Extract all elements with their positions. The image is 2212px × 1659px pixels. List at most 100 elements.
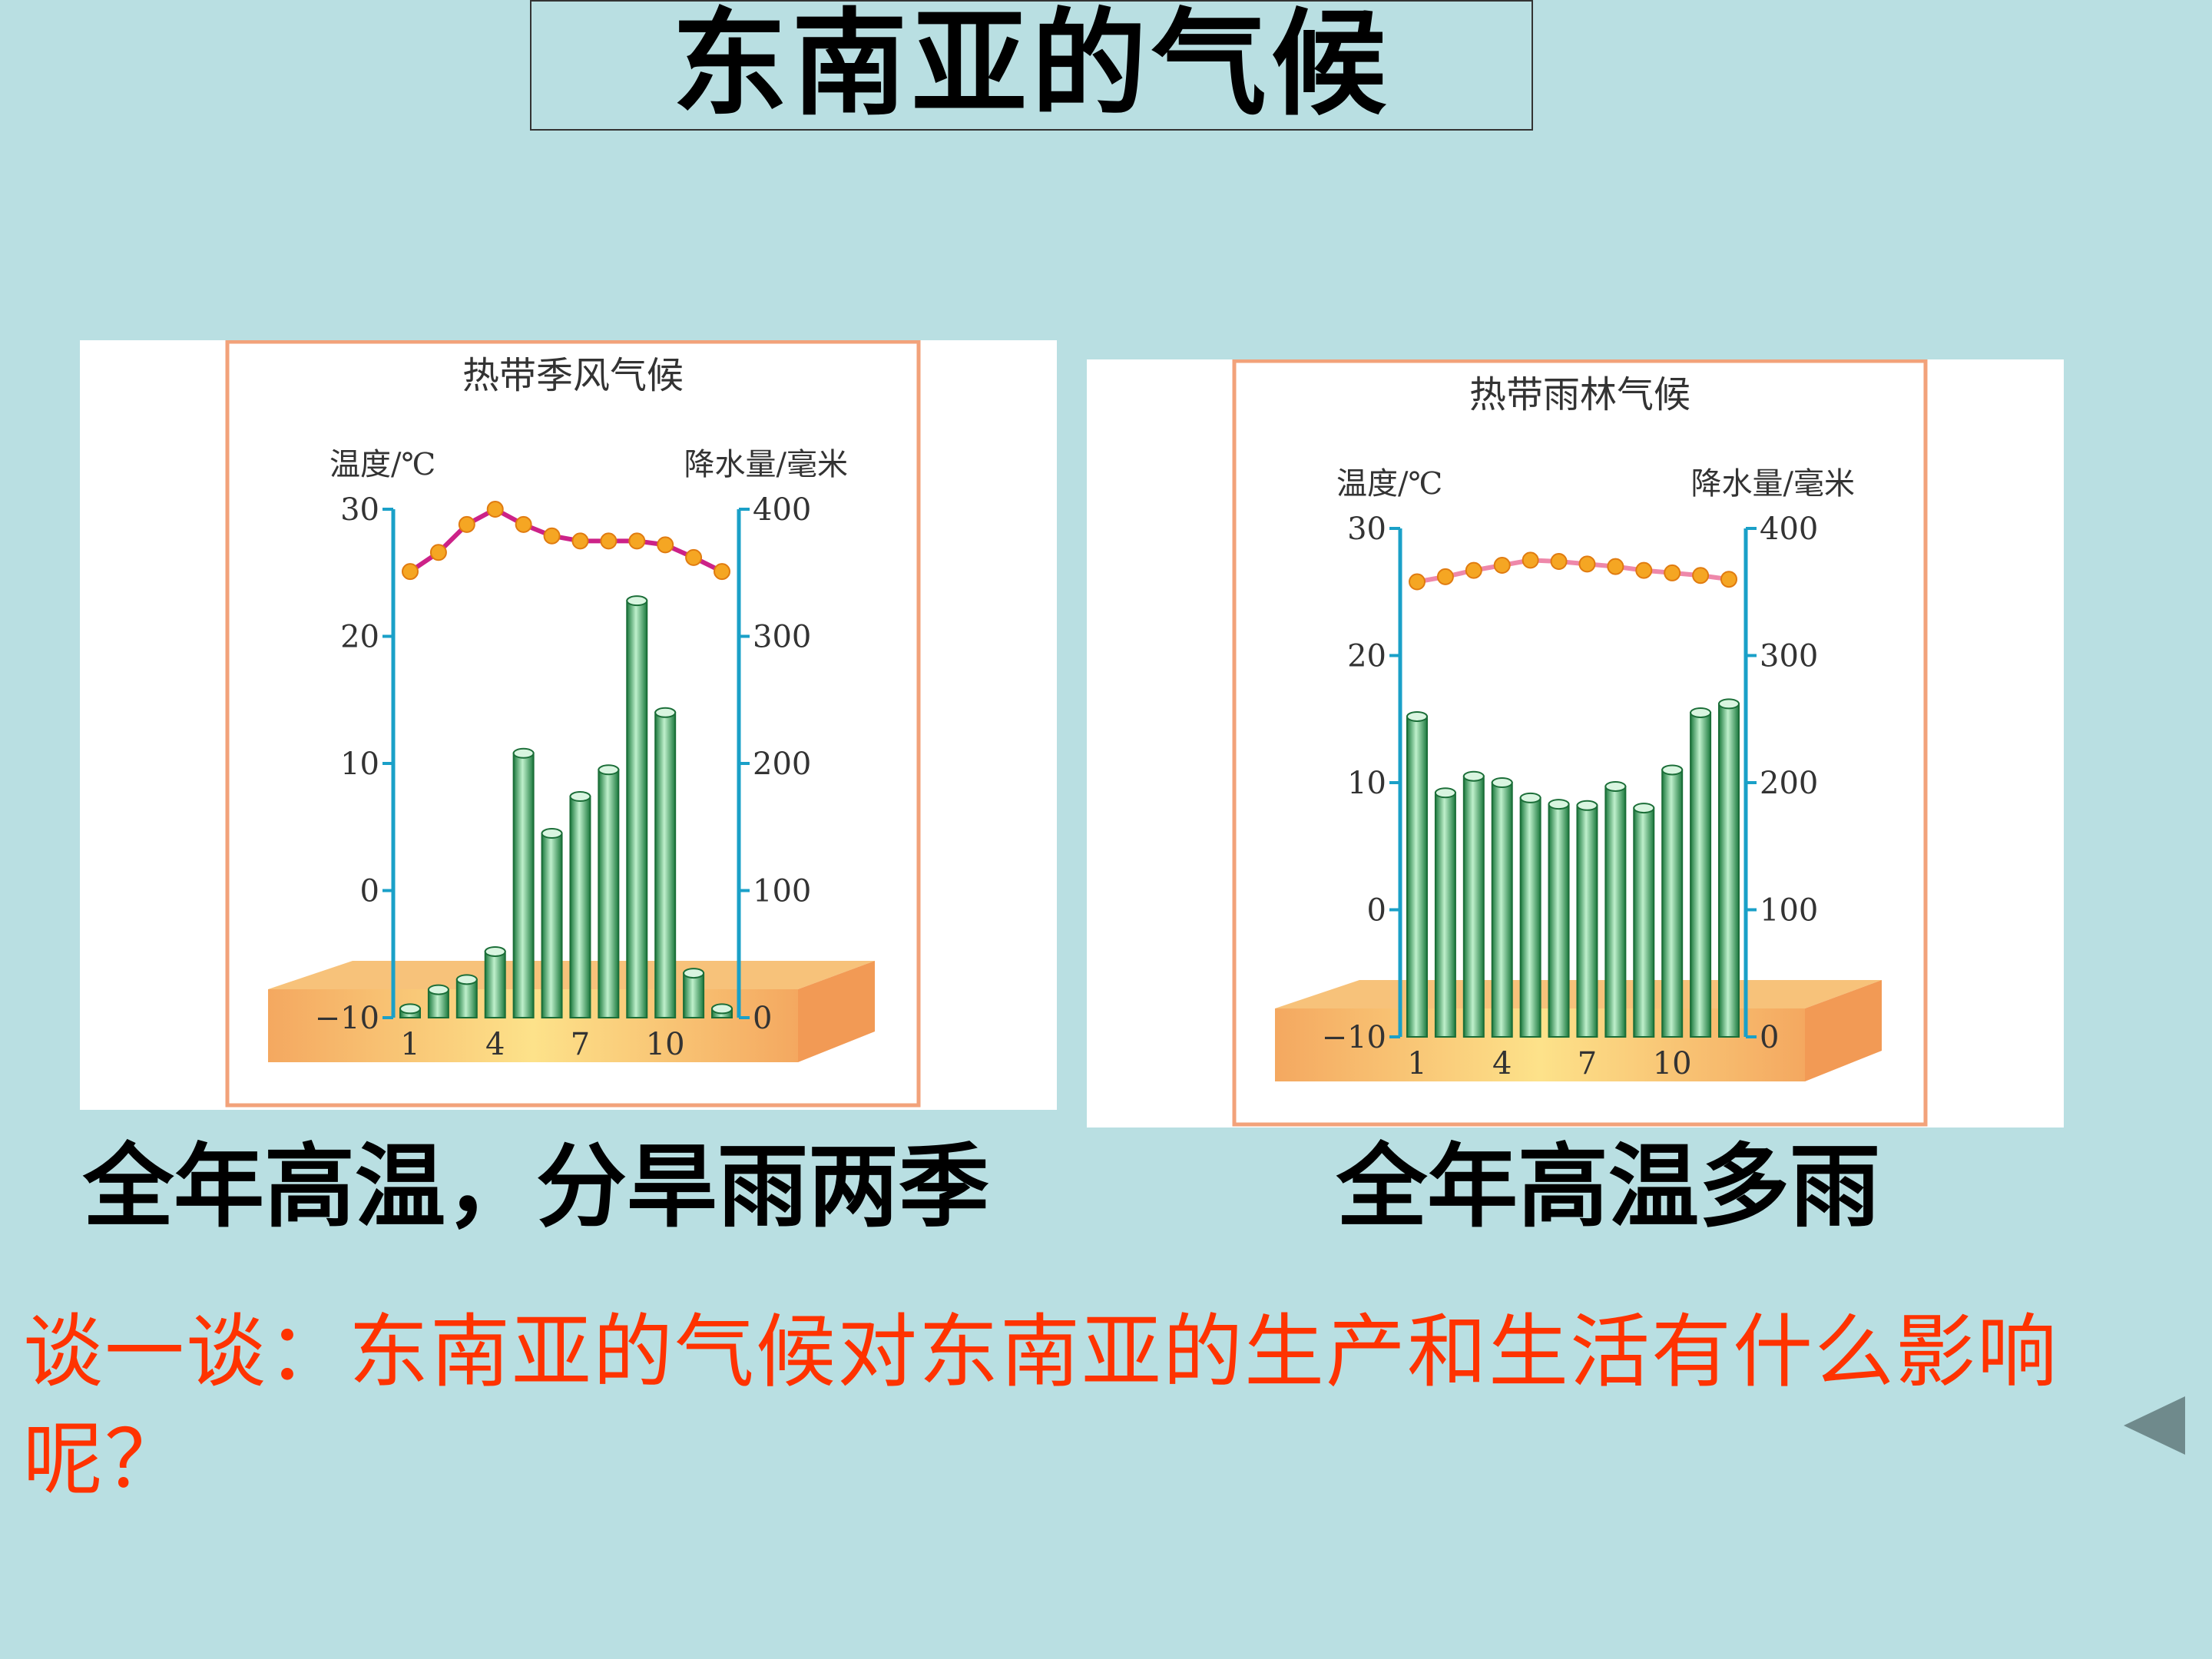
chart-panel-monsoon: 热带季风气候 温度/℃ 降水量/毫米 30 20 10 0 −10 400 300 200 100 0 1… — [80, 340, 1057, 1110]
precipitation-bar — [1690, 711, 1712, 1038]
platform-side — [1805, 980, 1882, 1081]
temperature-tick-label: 30 — [340, 492, 379, 528]
precipitation-bar-cap — [683, 968, 705, 979]
precipitation-bar-cap — [1690, 707, 1712, 718]
precipitation-bar-cap — [1633, 803, 1655, 814]
discussion-question: 谈一谈：东南亚的气候对东南亚的生产和生活有什么影响呢？ — [23, 1305, 2059, 1506]
temperature-tick-label: 0 — [360, 874, 379, 909]
precipitation-tick-label: 300 — [1760, 639, 1818, 674]
precipitation-bar-cap — [399, 1003, 421, 1015]
precipitation-axis-label: 降水量/毫米 — [684, 447, 848, 482]
temperature-point — [458, 515, 475, 533]
platform-side — [798, 961, 875, 1062]
precipitation-bar-cap — [569, 791, 591, 803]
temperature-point — [1578, 555, 1596, 573]
precipitation-bar — [484, 950, 506, 1018]
precipitation-bar-cap — [1718, 698, 1740, 710]
precipitation-bar — [1661, 769, 1684, 1038]
temperature-axis-label: 温度/℃ — [329, 447, 435, 482]
month-tick-label: 4 — [1492, 1046, 1512, 1081]
temperature-tick-label: −10 — [1322, 1020, 1386, 1055]
temperature-tick-label: 10 — [1347, 766, 1386, 801]
precipitation-bar-cap — [455, 974, 478, 985]
precipitation-bar — [683, 972, 705, 1019]
precipitation-bar — [1576, 804, 1598, 1038]
precipitation-bar — [598, 769, 620, 1019]
precipitation-bar — [455, 979, 478, 1018]
chart-panel-rainforest: 热带雨林气候 温度/℃ 降水量/毫米 30 20 10 0 −10 400 300 200 100 0 1… — [1087, 359, 2064, 1128]
temperature-point — [1692, 567, 1710, 584]
title-frame — [530, 0, 1533, 131]
precipitation-bar — [1718, 703, 1740, 1038]
precipitation-bar — [1548, 803, 1570, 1038]
temperature-point — [571, 532, 589, 550]
precipitation-bar — [654, 711, 677, 1018]
temperature-point — [1720, 571, 1737, 588]
precipitation-bar — [1406, 715, 1428, 1038]
temperature-tick-label: 30 — [1347, 512, 1386, 547]
precipitation-bar — [1491, 782, 1513, 1038]
temperature-point — [1664, 564, 1681, 581]
temperature-point — [628, 532, 646, 550]
temperature-point — [714, 563, 730, 581]
temperature-point — [1436, 568, 1454, 585]
temperature-point — [600, 532, 618, 550]
temperature-tick-label: 20 — [1347, 639, 1386, 674]
temperature-point — [515, 515, 532, 533]
precipitation-bar-cap — [512, 747, 535, 759]
precipitation-bar-cap — [1576, 800, 1598, 811]
precipitation-bar-cap — [1406, 710, 1428, 722]
precipitation-bar-cap — [654, 707, 677, 718]
slide-title: 东南亚的气候 — [671, 0, 1391, 131]
precipitation-bar-cap — [1434, 787, 1456, 799]
precipitation-bar-cap — [541, 828, 563, 839]
precipitation-bar — [1434, 792, 1456, 1038]
previous-slide-arrow-icon[interactable] — [2124, 1396, 2185, 1455]
temperature-point — [1522, 551, 1539, 569]
precipitation-bar-cap — [427, 984, 449, 995]
precipitation-tick-label: 100 — [753, 874, 811, 909]
precipitation-bar-cap — [1604, 780, 1627, 792]
precipitation-bar — [569, 796, 591, 1019]
precipitation-bar-cap — [484, 945, 506, 957]
precipitation-bar — [1604, 785, 1627, 1038]
precipitation-bar-cap — [1462, 770, 1485, 782]
temperature-point — [1493, 556, 1511, 574]
precipitation-tick-label: 0 — [1760, 1020, 1779, 1055]
precipitation-bar — [1519, 796, 1541, 1038]
chart-title: 热带雨林气候 — [1469, 373, 1690, 416]
precipitation-tick-label: 400 — [753, 492, 811, 528]
precipitation-bar-cap — [1548, 799, 1570, 810]
month-tick-label: 7 — [1578, 1046, 1597, 1081]
precipitation-bar-cap — [598, 764, 620, 776]
temperature-point — [1635, 561, 1653, 579]
chart-title: 热带季风气候 — [462, 354, 684, 397]
month-tick-label: 4 — [485, 1027, 505, 1062]
precipitation-bar-cap — [626, 595, 648, 607]
month-tick-label: 1 — [1407, 1046, 1426, 1081]
temperature-point — [1607, 558, 1624, 575]
temperature-point — [486, 501, 504, 518]
precipitation-tick-label: 200 — [1760, 766, 1818, 801]
temperature-tick-label: 20 — [340, 620, 379, 655]
month-tick-label: 10 — [1653, 1046, 1692, 1081]
temperature-point — [657, 536, 674, 554]
precipitation-tick-label: 0 — [753, 1001, 772, 1036]
precipitation-axis-label: 降水量/毫米 — [1691, 466, 1855, 502]
month-tick-label: 7 — [571, 1027, 590, 1062]
precipitation-bar — [1633, 807, 1655, 1038]
precipitation-tick-label: 300 — [753, 620, 811, 655]
temperature-point — [1409, 573, 1426, 591]
temperature-point — [1465, 561, 1482, 579]
caption-monsoon: 全年高温，分旱雨两季 — [83, 1134, 990, 1240]
month-tick-label: 10 — [646, 1027, 685, 1062]
precipitation-bar-cap — [1491, 777, 1513, 788]
precipitation-bar-cap — [1661, 764, 1684, 776]
temperature-tick-label: −10 — [315, 1001, 379, 1036]
precipitation-bar-cap — [1519, 792, 1541, 803]
caption-rainforest: 全年高温多雨 — [1336, 1134, 1881, 1240]
temperature-tick-label: 0 — [1367, 893, 1386, 929]
precipitation-bar — [541, 833, 563, 1019]
